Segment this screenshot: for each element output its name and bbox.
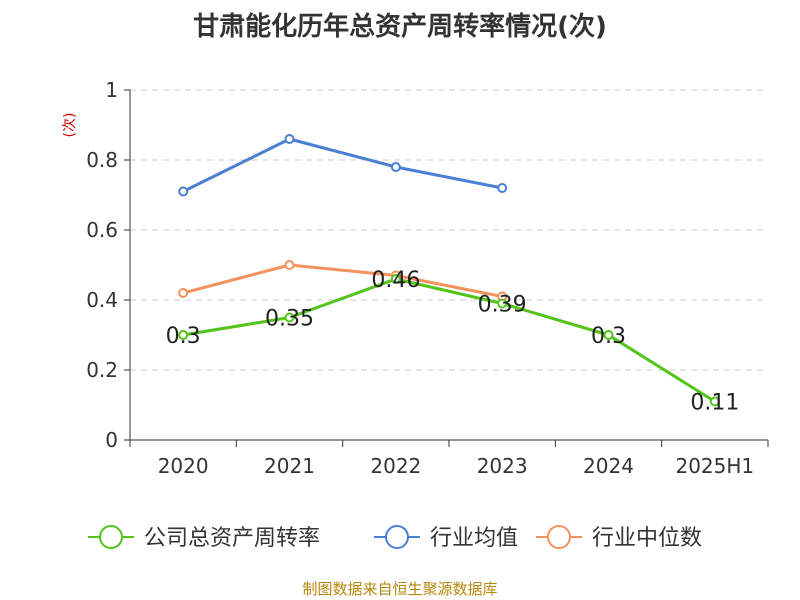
y-tick-label: 0.8 xyxy=(86,148,118,172)
data-point xyxy=(178,186,189,197)
legend-label: 行业均值 xyxy=(430,526,518,551)
x-tick-label: 2025H1 xyxy=(675,454,754,478)
source-note: 制图数据来自恒生聚源数据库 xyxy=(302,580,498,598)
data-label: 0.3 xyxy=(591,324,626,349)
x-tick-label: 2024 xyxy=(583,454,634,478)
data-label: 0.11 xyxy=(690,391,739,416)
data-label: 0.39 xyxy=(478,293,527,318)
legend-label: 行业中位数 xyxy=(592,526,702,551)
x-tick-label: 2022 xyxy=(370,454,421,478)
x-tick-label: 2021 xyxy=(264,454,315,478)
data-point xyxy=(390,274,401,284)
data-point xyxy=(284,134,295,144)
data-point xyxy=(390,162,401,172)
data-point xyxy=(178,330,189,340)
y-axis-label: (次) xyxy=(62,113,78,138)
data-point xyxy=(284,312,295,323)
y-tick-label: 0.2 xyxy=(86,358,118,382)
legend-label: 公司总资产周转率 xyxy=(144,526,320,551)
data-point xyxy=(497,298,508,309)
legend-marker xyxy=(547,525,571,549)
y-tick-label: 0.4 xyxy=(86,288,118,312)
legend-marker xyxy=(385,525,409,549)
legend-marker xyxy=(99,525,123,549)
x-tick-label: 2020 xyxy=(158,454,209,478)
x-tick-label: 2023 xyxy=(477,454,528,478)
y-tick-label: 1 xyxy=(105,78,118,102)
data-label: 0.3 xyxy=(166,324,201,349)
series-line xyxy=(182,263,503,298)
data-label: 0.35 xyxy=(265,307,314,332)
y-tick-label: 0.6 xyxy=(86,218,118,242)
y-tick-label: 0 xyxy=(105,428,118,452)
data-point xyxy=(178,288,189,298)
chart-title: 甘肃能化历年总资产周转率情况(次) xyxy=(193,12,607,42)
data-point xyxy=(709,396,720,407)
series-line xyxy=(182,137,503,193)
data-point xyxy=(603,330,614,340)
series-line xyxy=(182,277,716,403)
data-label: 0.46 xyxy=(371,268,420,293)
data-point xyxy=(497,183,508,193)
data-point xyxy=(284,260,295,270)
